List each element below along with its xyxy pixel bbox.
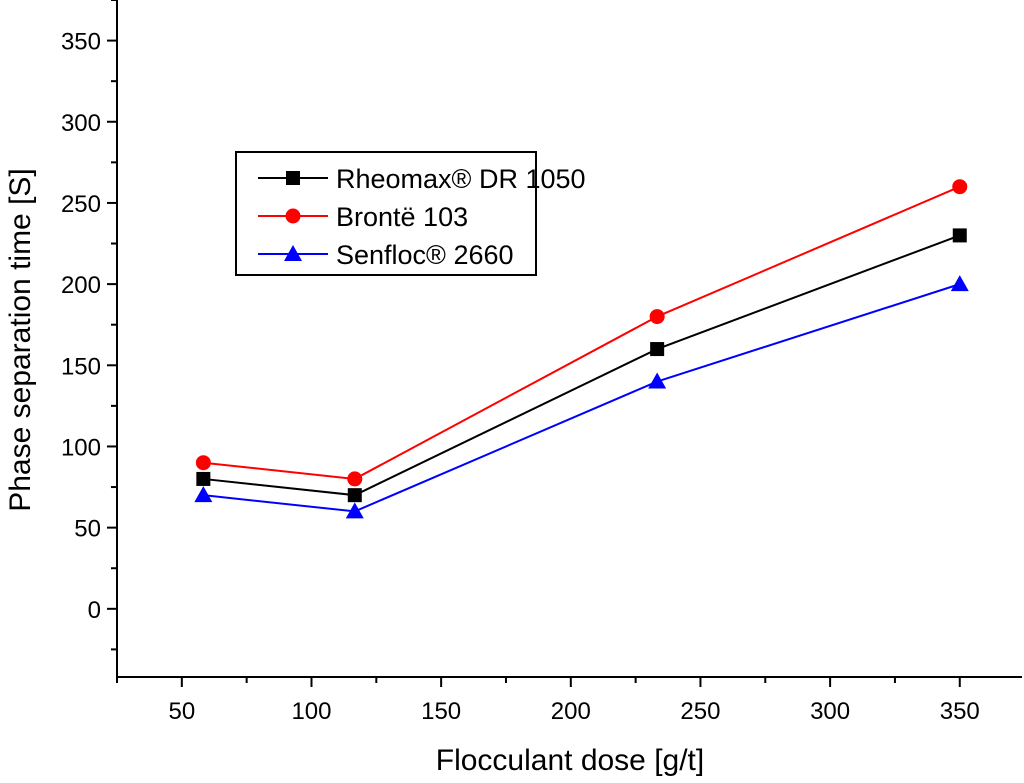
x-tick-label: 200 bbox=[551, 698, 591, 725]
y-tick-label: 200 bbox=[61, 272, 101, 299]
axes: 50 100 150 200 250 300 350 0 50 100 150 200 250 300 35… bbox=[61, 0, 1022, 725]
x-tick-label: 150 bbox=[421, 698, 461, 725]
x-tick-label: 300 bbox=[810, 698, 850, 725]
series-square bbox=[196, 228, 967, 503]
series-group bbox=[194, 179, 969, 519]
y-tick-label: 250 bbox=[61, 191, 101, 218]
y-tick-label: 100 bbox=[61, 434, 101, 461]
series-line bbox=[203, 283, 961, 513]
x-tick-label: 100 bbox=[291, 698, 331, 725]
series-circle bbox=[195, 179, 968, 487]
series-line bbox=[203, 234, 961, 497]
y-tick-label: 0 bbox=[88, 597, 101, 624]
y-tick-label: 50 bbox=[74, 516, 101, 543]
data-point bbox=[649, 309, 665, 325]
y-tick-label: 150 bbox=[61, 353, 101, 380]
data-point bbox=[195, 455, 211, 471]
legend-marker bbox=[284, 245, 302, 261]
series-triangle bbox=[194, 275, 969, 519]
data-point bbox=[347, 488, 362, 503]
y-tick-label: 350 bbox=[61, 29, 101, 56]
data-point bbox=[952, 228, 967, 243]
x-tick-label: 350 bbox=[940, 698, 980, 725]
x-axis-label: Flocculant dose [g/t] bbox=[436, 744, 704, 777]
data-point bbox=[952, 179, 968, 195]
y-axis-label: Phase separation time [S] bbox=[4, 168, 37, 512]
x-tick-label: 250 bbox=[680, 698, 720, 725]
legend-label: Rheomax® DR 1050 bbox=[336, 164, 586, 194]
legend-label: Brontë 103 bbox=[336, 202, 468, 232]
data-point bbox=[950, 275, 969, 292]
data-point bbox=[347, 471, 363, 487]
data-point bbox=[648, 372, 667, 389]
legend-marker bbox=[285, 208, 301, 224]
y-tick-label: 300 bbox=[61, 110, 101, 137]
data-point bbox=[194, 486, 213, 503]
data-point bbox=[650, 342, 665, 357]
series-line bbox=[203, 185, 961, 480]
legend: Rheomax® DR 1050 Brontë 103 Senfloc® 2660 bbox=[235, 151, 586, 276]
data-point bbox=[345, 502, 364, 519]
x-tick-label: 50 bbox=[168, 698, 195, 725]
legend-marker bbox=[286, 171, 300, 185]
legend-label: Senfloc® 2660 bbox=[336, 240, 514, 270]
data-point bbox=[196, 471, 211, 486]
